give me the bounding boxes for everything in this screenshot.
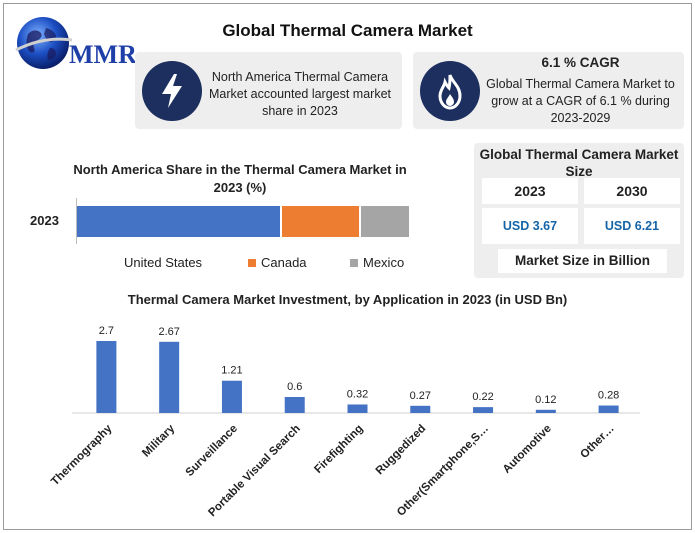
mmr-logo: MMR <box>14 14 144 76</box>
legend-label: United States <box>124 255 203 270</box>
stacked-axis-line <box>76 198 77 244</box>
bar-6 <box>473 407 494 413</box>
year-2030: 2030 <box>584 178 680 204</box>
flame-icon <box>420 61 480 121</box>
legend-item-united-states: United States <box>113 255 202 270</box>
category-label-8: Other… <box>578 423 616 461</box>
stacked-chart-title: North America Share in the Thermal Camer… <box>73 162 407 195</box>
bar-3 <box>284 397 305 413</box>
data-label-2: 1.21 <box>221 365 242 377</box>
bar-8 <box>598 405 619 413</box>
bar-2 <box>221 380 242 413</box>
category-label-1: Military <box>140 422 177 459</box>
market-size-title: Global Thermal Camera Market Size <box>479 147 679 179</box>
north-america-card: North America Thermal Camera Market acco… <box>135 52 402 129</box>
bar-0 <box>96 341 117 413</box>
category-label-7: Automotive <box>501 423 554 476</box>
year-2023: 2023 <box>482 178 578 204</box>
data-label-6: 0.22 <box>472 391 493 403</box>
cagr-card: 6.1 % CAGR Global Thermal Camera Market … <box>413 52 684 129</box>
legend-label: Mexico <box>363 255 405 270</box>
north-america-text: North America Thermal Camera Market acco… <box>208 70 392 118</box>
bar-chart-title: Thermal Camera Market Investment, by App… <box>127 292 568 307</box>
stacked-category-label: 2023 <box>30 213 59 228</box>
stacked-segment-united-states <box>77 206 281 237</box>
globe-icon <box>15 17 72 69</box>
data-label-0: 2.7 <box>99 325 114 337</box>
category-label-2: Surveillance <box>184 423 240 479</box>
market-value-2030: USD 6.21 <box>584 208 680 244</box>
cagr-text: Global Thermal Camera Market to grow at … <box>486 77 675 125</box>
legend-item-canada: Canada <box>248 255 307 270</box>
page-title: Global Thermal Camera Market <box>222 21 473 40</box>
data-label-5: 0.27 <box>410 390 431 402</box>
data-label-4: 0.32 <box>347 388 368 400</box>
stacked-segment-mexico <box>361 206 409 237</box>
legend-item-mexico: Mexico <box>350 255 404 270</box>
data-label-3: 0.6 <box>287 381 302 393</box>
category-label-0: Thermography <box>49 422 115 488</box>
bar-1 <box>159 341 180 413</box>
category-label-5: Ruggedized <box>374 423 429 478</box>
market-value-2023: USD 3.67 <box>482 208 578 244</box>
data-label-7: 0.12 <box>535 394 556 406</box>
data-label-1: 2.67 <box>158 326 179 338</box>
data-label-8: 0.28 <box>598 390 619 402</box>
bar-7 <box>535 409 556 413</box>
bar-5 <box>410 405 431 413</box>
logo-text: MMR <box>69 40 137 69</box>
legend-label: Canada <box>261 255 307 270</box>
bar-4 <box>347 404 368 413</box>
stacked-segment-canada <box>282 206 360 237</box>
lightning-icon <box>142 61 202 121</box>
category-label-4: Firefighting <box>312 423 365 476</box>
cagr-heading: 6.1 % CAGR <box>541 55 620 70</box>
market-size-label: Market Size in Billion <box>498 249 667 273</box>
